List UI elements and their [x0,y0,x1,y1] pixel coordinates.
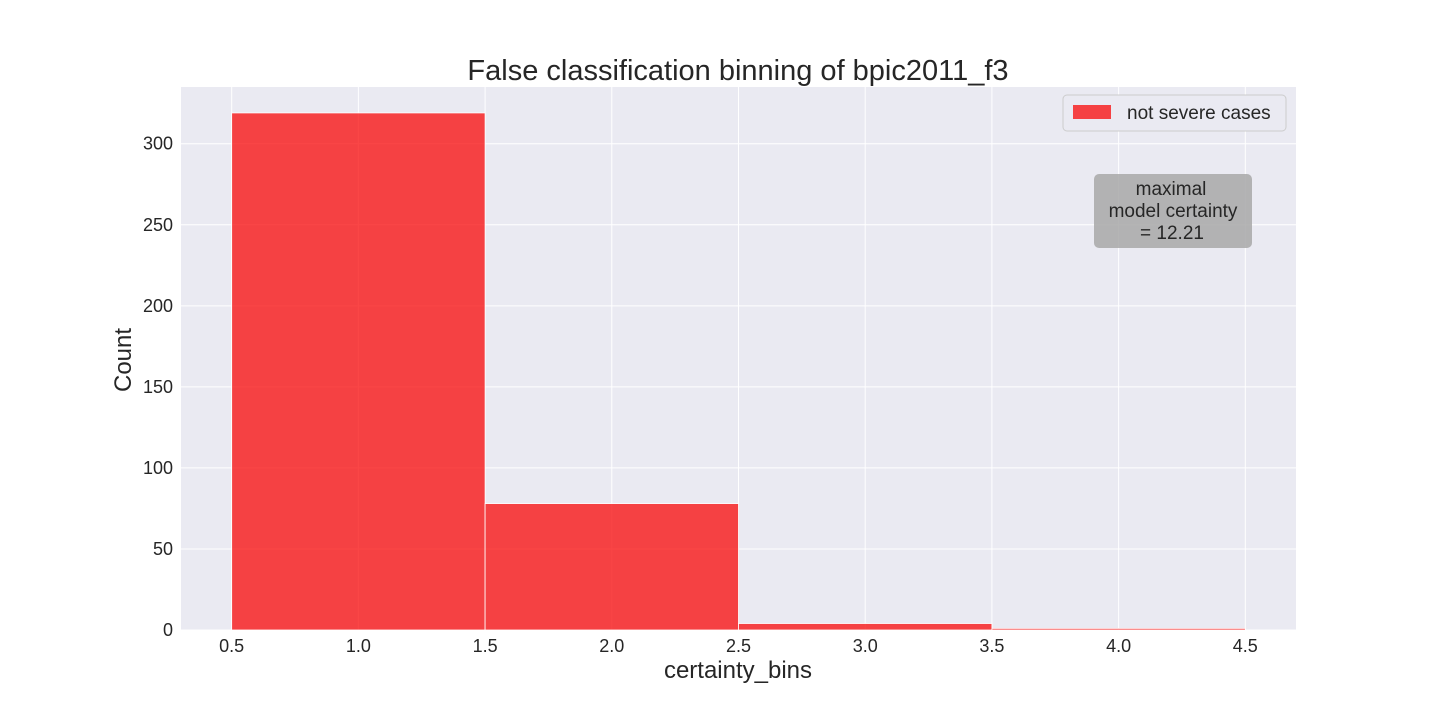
legend: not severe cases [1062,94,1287,132]
x-tick-label: 1.5 [473,636,498,656]
x-axis-label: certainty_bins [664,657,812,684]
annotation-box: maximal model certainty = 12.21 [1094,174,1252,248]
x-tick-label: 3.0 [853,636,878,656]
x-tick-label: 0.5 [219,636,244,656]
x-tick-label: 2.0 [599,636,624,656]
histogram-bar [484,503,739,631]
annotation-line-1: maximal [1136,179,1207,200]
y-tick-label: 0 [163,620,173,640]
legend-swatch [1073,105,1111,119]
bars [231,112,1246,631]
y-tick-label: 300 [143,134,173,154]
legend-box [1062,94,1287,132]
x-tick-labels: 0.5 1.0 1.5 2.0 2.5 3.0 3.5 4.0 4.5 [219,636,1258,656]
histogram-bar [738,623,993,631]
x-tick-label: 2.5 [726,636,751,656]
annotation-line-3: = 12.21 [1140,223,1204,244]
legend-label: not severe cases [1127,103,1271,124]
y-tick-label: 250 [143,215,173,235]
y-tick-label: 50 [153,539,173,559]
x-tick-label: 1.0 [346,636,371,656]
y-tick-labels: 0 50 100 150 200 250 300 [143,134,173,640]
y-tick-label: 150 [143,377,173,397]
histogram-bar [991,627,1246,631]
annotation-background [1094,174,1252,248]
x-tick-label: 4.5 [1233,636,1258,656]
y-axis-label: Count [110,328,137,392]
x-tick-label: 3.5 [979,636,1004,656]
y-tick-label: 100 [143,458,173,478]
chart-title: False classification binning of bpic2011… [467,55,1008,87]
y-tick-label: 200 [143,296,173,316]
annotation-line-2: model certainty [1109,201,1238,222]
histogram-bar [231,112,486,631]
x-tick-label: 4.0 [1106,636,1131,656]
